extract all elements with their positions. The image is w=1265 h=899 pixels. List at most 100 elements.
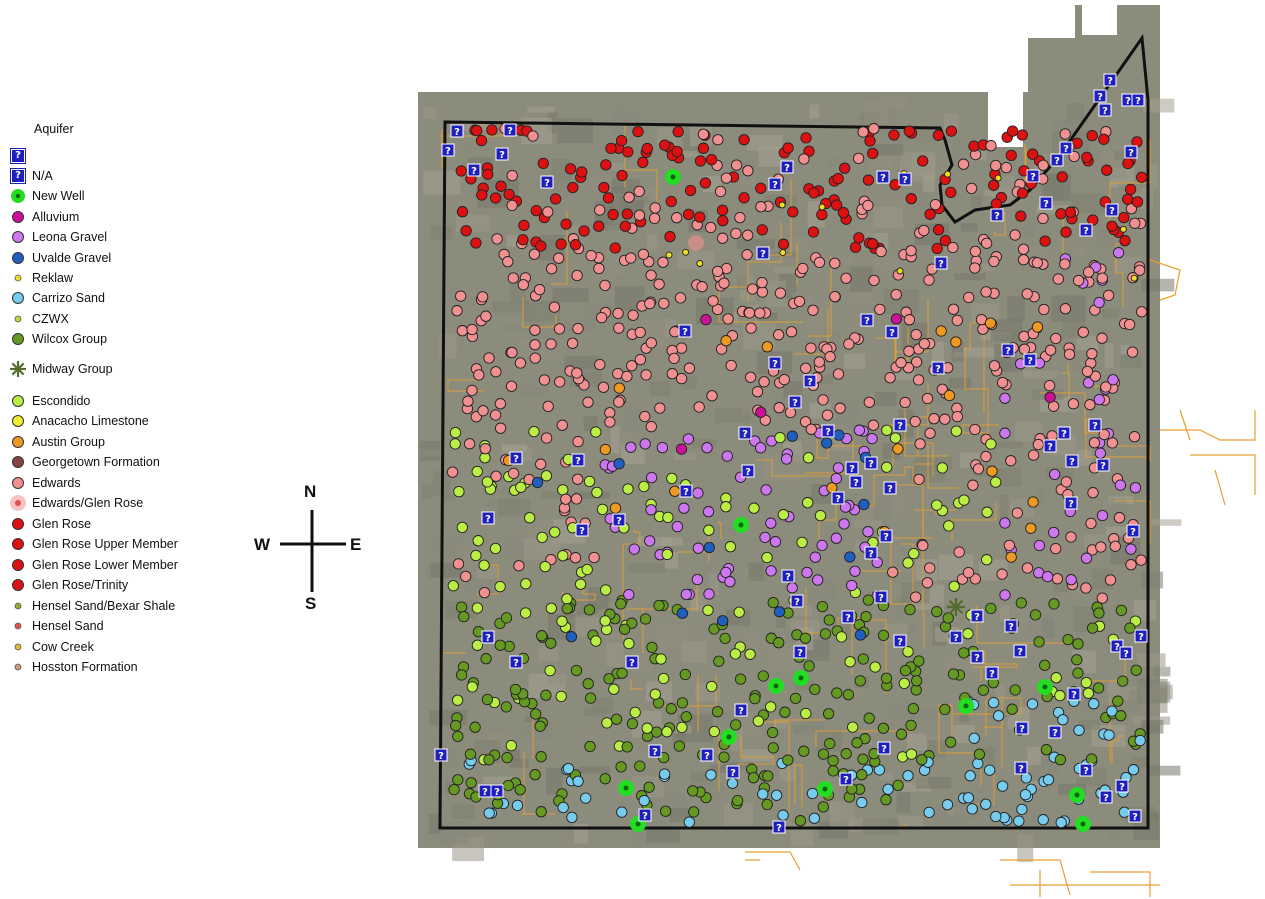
well-marker[interactable]: [745, 322, 757, 334]
well-marker[interactable]: [1025, 522, 1037, 534]
well-marker[interactable]: [455, 165, 467, 177]
well-marker[interactable]: [936, 383, 948, 395]
na-well-icon[interactable]: ?: [877, 741, 891, 755]
well-marker[interactable]: [877, 629, 890, 642]
well-marker[interactable]: [936, 462, 948, 474]
na-well-icon[interactable]: ?: [1023, 353, 1037, 367]
na-well-icon[interactable]: ?: [1079, 763, 1093, 777]
well-marker[interactable]: [466, 323, 478, 336]
well-marker[interactable]: [637, 156, 649, 169]
well-marker[interactable]: [1122, 193, 1134, 205]
well-marker[interactable]: [472, 535, 484, 547]
well-marker[interactable]: [626, 717, 639, 730]
well-marker[interactable]: [524, 512, 536, 524]
well-marker[interactable]: [985, 140, 997, 152]
well-marker[interactable]: [705, 221, 717, 234]
well-marker[interactable]: [531, 476, 544, 489]
well-marker[interactable]: [621, 741, 633, 753]
well-marker[interactable]: [503, 188, 515, 201]
well-marker[interactable]: [1060, 226, 1072, 238]
well-marker[interactable]: [832, 368, 845, 380]
well-marker[interactable]: [992, 710, 1005, 722]
well-marker[interactable]: [638, 794, 650, 807]
well-marker[interactable]: [988, 360, 1001, 372]
well-marker[interactable]: [1016, 187, 1029, 199]
well-marker[interactable]: [1052, 273, 1064, 285]
well-marker[interactable]: [1092, 682, 1105, 694]
well-marker[interactable]: [808, 812, 821, 824]
well-marker[interactable]: [857, 753, 869, 765]
new-well-center[interactable]: [670, 174, 676, 180]
well-marker[interactable]: [1011, 507, 1023, 519]
well-marker[interactable]: [1096, 332, 1108, 344]
na-well-icon[interactable]: ?: [781, 569, 795, 583]
na-well-icon[interactable]: ?: [700, 748, 714, 762]
na-well-icon[interactable]: ?: [893, 634, 907, 648]
well-marker[interactable]: [549, 526, 561, 538]
well-marker[interactable]: [831, 199, 843, 211]
well-marker[interactable]: [561, 602, 573, 615]
well-marker[interactable]: [1093, 393, 1105, 406]
well-marker[interactable]: [759, 531, 771, 544]
well-marker[interactable]: [805, 423, 817, 435]
well-marker[interactable]: [460, 225, 472, 237]
well-marker[interactable]: [528, 425, 540, 438]
well-marker[interactable]: [1094, 447, 1107, 459]
well-marker[interactable]: [513, 560, 525, 572]
well-marker[interactable]: [1050, 542, 1062, 555]
well-marker[interactable]: [917, 155, 929, 167]
well-marker[interactable]: [762, 770, 774, 782]
well-marker[interactable]: [984, 764, 996, 776]
well-marker[interactable]: [682, 433, 695, 445]
well-marker[interactable]: [966, 803, 978, 815]
well-marker[interactable]: [813, 356, 825, 368]
well-marker[interactable]: [557, 801, 569, 814]
well-marker[interactable]: [494, 398, 507, 410]
well-marker[interactable]: [494, 422, 507, 434]
well-marker[interactable]: [902, 557, 914, 569]
well-marker[interactable]: [779, 706, 791, 718]
well-marker[interactable]: [1135, 306, 1148, 318]
well-marker[interactable]: [514, 784, 526, 796]
well-marker[interactable]: [627, 309, 639, 321]
well-marker[interactable]: [765, 701, 777, 713]
well-marker[interactable]: [1086, 622, 1099, 634]
well-marker[interactable]: [830, 472, 842, 485]
well-marker[interactable]: [1095, 541, 1107, 553]
well-marker[interactable]: [917, 539, 929, 552]
well-marker[interactable]: [483, 807, 495, 819]
well-marker[interactable]: [854, 675, 866, 687]
well-marker[interactable]: [1081, 365, 1094, 378]
na-well-icon[interactable]: ?: [970, 609, 984, 623]
well-marker[interactable]: [738, 192, 750, 204]
well-marker[interactable]: [947, 303, 960, 315]
well-marker[interactable]: [832, 462, 845, 474]
well-marker[interactable]: [774, 431, 786, 444]
well-marker[interactable]: [494, 580, 506, 593]
well-marker[interactable]: [812, 574, 824, 586]
well-marker[interactable]: [1062, 633, 1074, 646]
well-marker[interactable]: [713, 655, 725, 667]
well-marker[interactable]: [483, 754, 495, 766]
well-marker[interactable]: [639, 410, 651, 423]
new-well-center[interactable]: [963, 703, 969, 709]
well-marker[interactable]: [669, 485, 681, 497]
well-marker[interactable]: [645, 471, 658, 484]
na-well-icon[interactable]: ?: [1057, 426, 1071, 440]
well-marker[interactable]: [507, 272, 519, 284]
well-marker[interactable]: [809, 683, 821, 696]
well-marker[interactable]: [687, 785, 699, 797]
well-marker[interactable]: [722, 313, 734, 325]
well-marker[interactable]: [853, 424, 866, 436]
well-marker[interactable]: [625, 252, 637, 264]
well-marker[interactable]: [616, 667, 628, 679]
well-marker[interactable]: [674, 292, 687, 304]
well-marker[interactable]: [514, 357, 527, 369]
well-marker[interactable]: [852, 152, 865, 165]
well-marker[interactable]: [1115, 710, 1127, 722]
well-marker[interactable]: [985, 438, 997, 450]
na-well-icon[interactable]: ?: [831, 491, 845, 505]
well-marker[interactable]: [1100, 381, 1112, 393]
well-marker[interactable]: [569, 239, 582, 251]
well-marker[interactable]: [601, 717, 613, 729]
